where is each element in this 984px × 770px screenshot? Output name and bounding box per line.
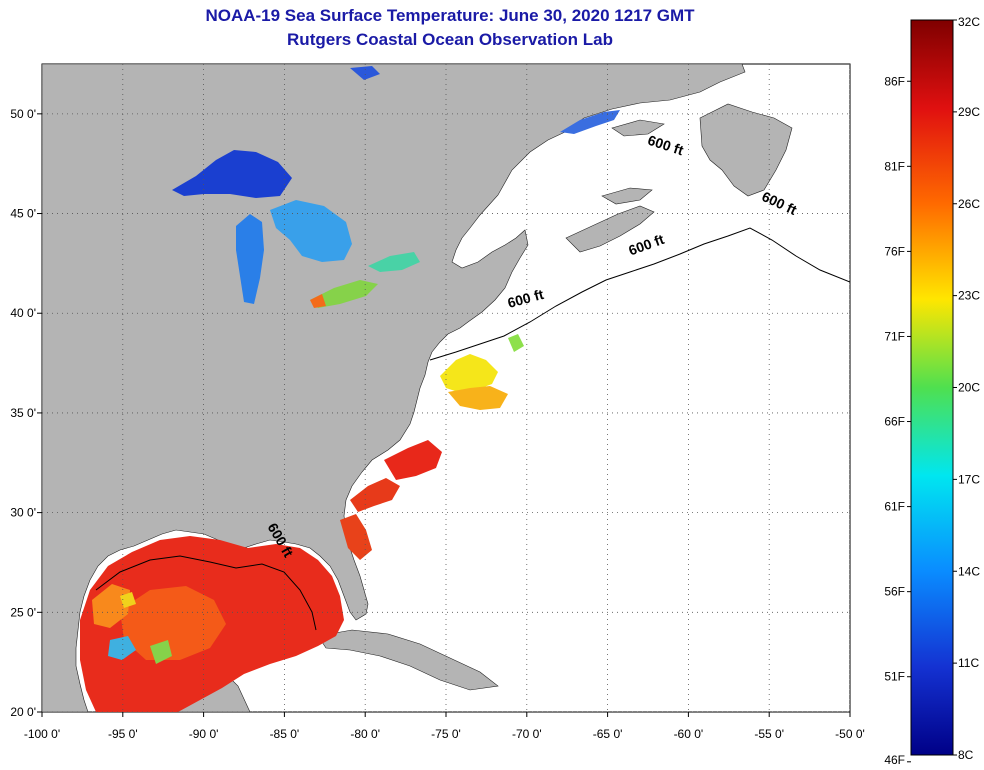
colorbar-celsius-label: 23C: [958, 289, 980, 303]
isobath-600ft-atlantic: [429, 227, 850, 361]
x-axis-ticks: -100 0' -95 0' -90 0' -85 0' -80 0' -75 0' -70…: [24, 712, 865, 741]
y-tick-label: 30 0': [10, 506, 36, 520]
colorbar-celsius-label: 17C: [958, 472, 980, 486]
x-tick-label: -75 0': [431, 727, 461, 741]
x-tick-label: -85 0': [270, 727, 300, 741]
southeast-sst: [340, 440, 442, 560]
colorbar-celsius-label: 14C: [958, 564, 980, 578]
y-tick-label: 50 0': [10, 107, 36, 121]
colorbar-celsius-label: 32C: [958, 15, 980, 29]
colorbar-fahrenheit-label: 61F: [884, 500, 905, 514]
mid-atlantic-sst: [440, 334, 524, 410]
y-tick-label: 45 0': [10, 207, 36, 221]
x-tick-label: -95 0': [108, 727, 138, 741]
x-tick-label: -60 0': [674, 727, 704, 741]
graticule: [42, 64, 850, 712]
land-cuba: [317, 629, 499, 691]
colorbar: [910, 19, 954, 756]
y-tick-label: 20 0': [10, 705, 36, 719]
map-subtitle: Rutgers Coastal Ocean Observation Lab: [287, 30, 613, 49]
colorbar-labels: 32C 29C 26C 23C 20C 17C 14C 11C 8C 86F 81F 76F 71F 66…: [884, 15, 980, 767]
colorbar-fahrenheit-label: 76F: [884, 244, 905, 258]
y-tick-label: 35 0': [10, 406, 36, 420]
x-tick-label: -100 0': [24, 727, 60, 741]
colorbar-celsius-label: 29C: [958, 105, 980, 119]
colorbar-celsius-label: 8C: [958, 748, 974, 762]
y-axis-ticks: 20 0' 25 0' 30 0' 35 0' 40 0' 45 0' 50 0': [10, 107, 42, 719]
land-north-america: [42, 64, 746, 712]
land-newfoundland: [699, 103, 793, 197]
colorbar-fahrenheit-label: 56F: [884, 585, 905, 599]
x-tick-label: -90 0': [189, 727, 219, 741]
x-tick-label: -50 0': [835, 727, 865, 741]
x-tick-label: -70 0': [512, 727, 542, 741]
x-tick-label: -55 0': [754, 727, 784, 741]
land-anticosti-pei: [601, 119, 665, 205]
great-lakes-sst: [172, 66, 620, 308]
x-tick-label: -65 0': [593, 727, 623, 741]
map-title: NOAA-19 Sea Surface Temperature: June 30…: [205, 6, 695, 25]
colorbar-fahrenheit-label: 71F: [884, 329, 905, 343]
colorbar-fahrenheit-label: 51F: [884, 670, 905, 684]
colorbar-celsius-label: 20C: [958, 381, 980, 395]
colorbar-celsius-label: 11C: [958, 656, 979, 670]
y-tick-label: 25 0': [10, 605, 36, 619]
colorbar-fahrenheit-label: 86F: [884, 74, 905, 88]
colorbar-fahrenheit-label: 46F: [884, 753, 905, 767]
land-nova-scotia: [565, 205, 655, 253]
colorbar-celsius-label: 26C: [958, 197, 980, 211]
gulf-of-mexico-sst: [80, 536, 344, 712]
colorbar-fahrenheit-label: 81F: [884, 159, 905, 173]
colorbar-fahrenheit-label: 66F: [884, 415, 905, 429]
y-tick-label: 40 0': [10, 306, 36, 320]
isobath-600ft-gulf: [95, 555, 317, 631]
x-tick-label: -80 0': [350, 727, 380, 741]
